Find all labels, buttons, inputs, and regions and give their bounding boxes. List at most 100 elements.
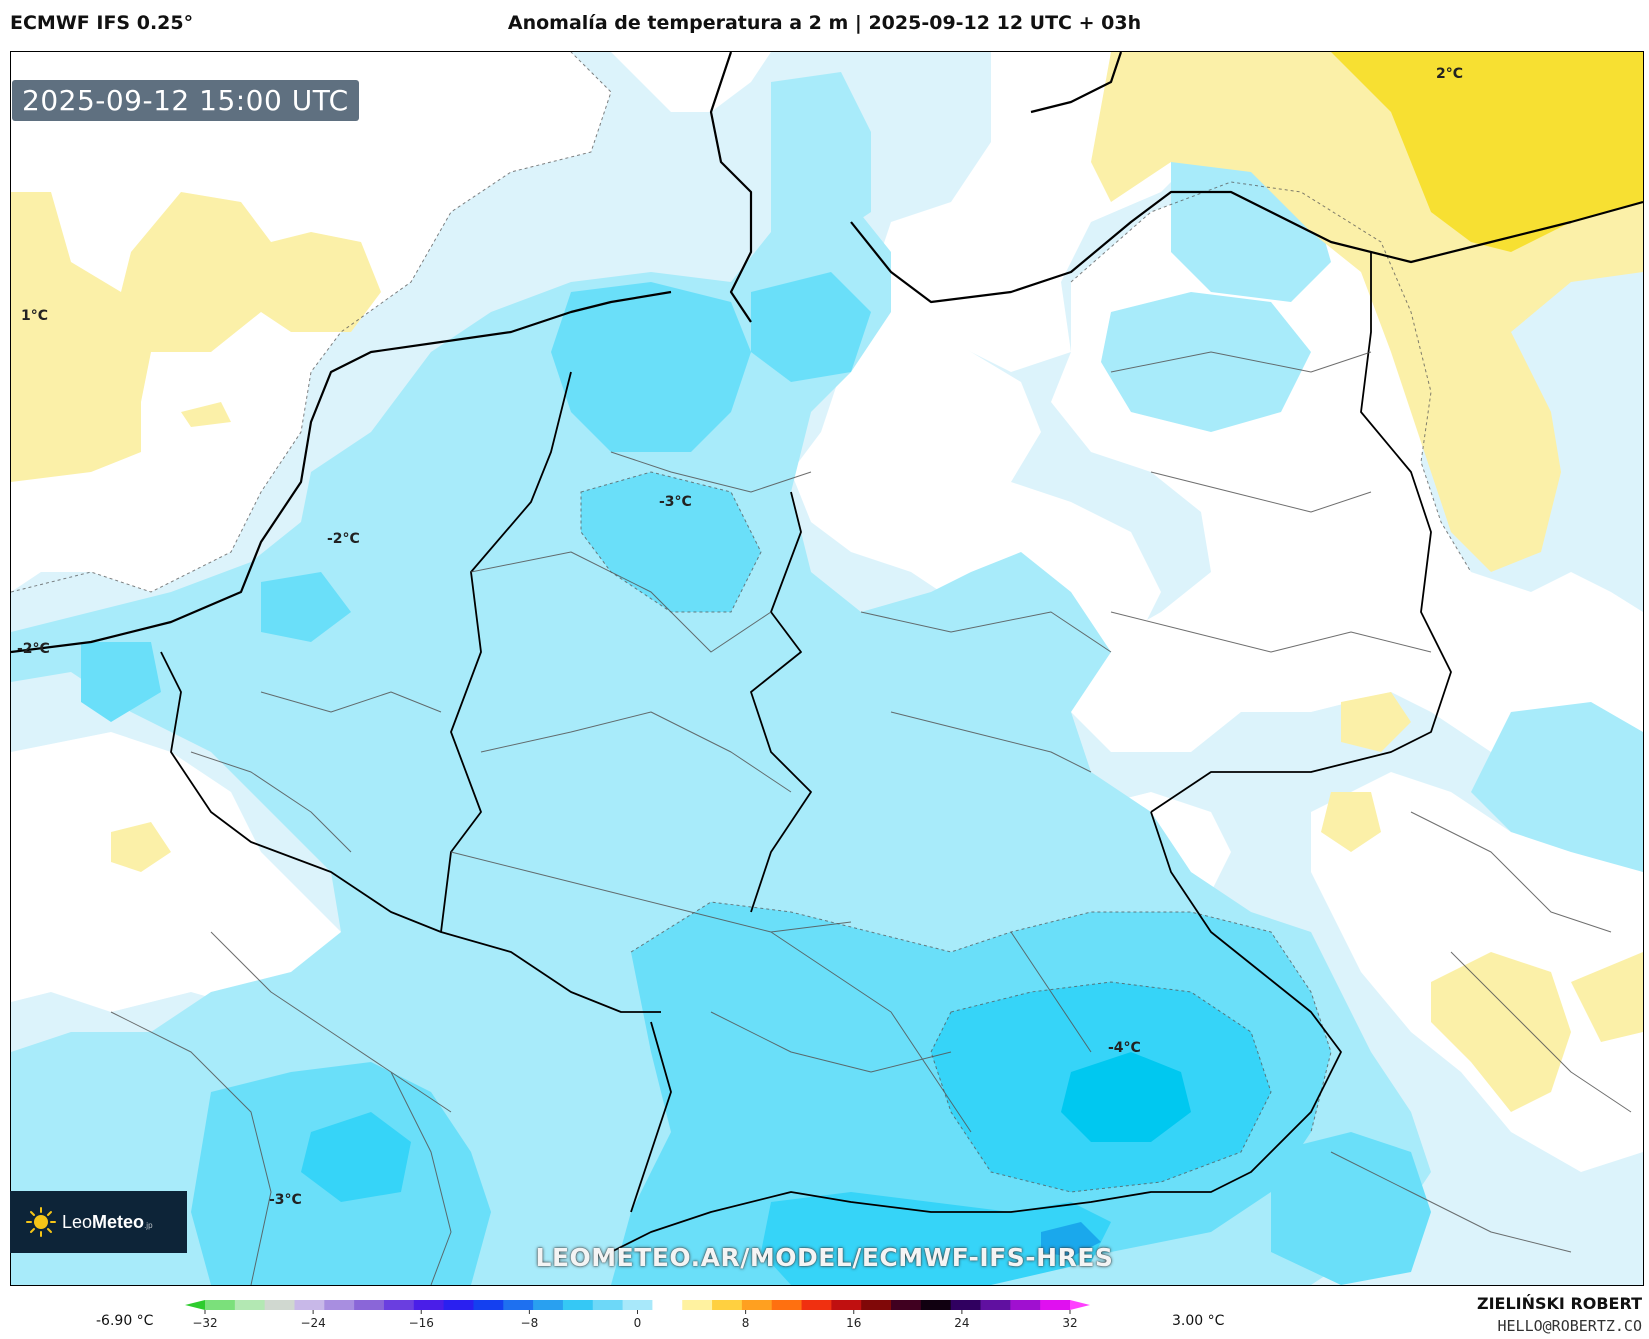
author-email[interactable]: HELLO@ROBERTZ.CO xyxy=(1497,1317,1643,1335)
border-germany-east xyxy=(750,491,812,913)
plus1-area-czech-east xyxy=(1321,792,1381,852)
legend-color-cell xyxy=(533,1300,564,1310)
legend-color-cell xyxy=(1040,1300,1071,1310)
legend-color-cell xyxy=(264,1300,295,1310)
minus2-area-pomerania xyxy=(1101,292,1311,432)
legend-arrow-min xyxy=(185,1300,205,1310)
contour-label: -2°C xyxy=(17,641,50,657)
border-poland-west xyxy=(1150,252,1452,813)
coastline-north-sea xyxy=(11,290,672,654)
legend-color-cell xyxy=(205,1300,236,1310)
contour-label: -3°C xyxy=(269,1192,302,1208)
minus3-area-belgium xyxy=(81,642,161,722)
legend-tick-label: −16 xyxy=(409,1316,434,1330)
legend-color-cell xyxy=(652,1300,683,1310)
legend-tick-label: 32 xyxy=(1062,1316,1077,1330)
minus3-area-hesse xyxy=(581,472,761,612)
map-area[interactable]: 2°C 1°C -3°C -2°C -2°C -4°C -3°C xyxy=(10,51,1644,1286)
minus3-area-southeast-patch xyxy=(1271,1132,1431,1285)
leometeo-logo[interactable]: LeoMeteo.jp xyxy=(10,1191,187,1253)
legend-color-cell xyxy=(443,1300,474,1310)
minus4-area-alps xyxy=(761,1192,1111,1285)
legend-color-cell xyxy=(861,1300,892,1310)
contour-label: -3°C xyxy=(659,494,692,510)
zero-area-southwest xyxy=(11,732,351,1012)
zero-area-north-central xyxy=(611,52,771,112)
legend-color-cell xyxy=(234,1300,266,1310)
color-legend: −32 −24 −16 −8 0 8 16 24 32 xyxy=(185,1300,1090,1330)
contour-labels: 2°C 1°C -3°C -2°C -2°C -4°C -3°C xyxy=(17,66,1463,1208)
coastline-denmark xyxy=(709,52,753,323)
legend-color-cell xyxy=(622,1300,653,1310)
plus2-area-northeast xyxy=(1331,52,1643,252)
legend-max-label: 3.00 °C xyxy=(1172,1313,1225,1329)
legend-color-cell xyxy=(562,1300,594,1310)
sun-icon xyxy=(26,1207,56,1237)
contour-lines xyxy=(11,52,1472,1193)
legend-color-cell xyxy=(682,1300,713,1310)
legend-color-cell xyxy=(294,1300,325,1310)
legend-tick-label: −8 xyxy=(521,1316,539,1330)
legend-color-cell xyxy=(831,1300,862,1310)
valid-time-badge: 2025-09-12 15:00 UTC xyxy=(12,80,359,121)
plus1-area-sea xyxy=(181,402,231,427)
contour-label: 2°C xyxy=(1436,66,1463,82)
legend-tick-label: 24 xyxy=(954,1316,969,1330)
minus2-area-eastern-edge xyxy=(1471,702,1643,872)
legend-color-cell xyxy=(324,1300,355,1310)
country-borders xyxy=(160,252,1452,1253)
legend-color-cell xyxy=(801,1300,832,1310)
legend-tick-label: 8 xyxy=(742,1316,750,1330)
legend-min-label: -6.90 °C xyxy=(96,1313,154,1329)
contour-label: 1°C xyxy=(21,308,48,324)
legend-arrow-max xyxy=(1070,1300,1090,1310)
legend-color-cell xyxy=(592,1300,624,1310)
model-name: ECMWF IFS 0.25° xyxy=(10,12,194,34)
minus3-area-rhine xyxy=(261,572,351,642)
anomaly-map: 2°C 1°C -3°C -2°C -2°C -4°C -3°C xyxy=(11,52,1643,1285)
plus1-area-far-east xyxy=(1571,952,1643,1042)
coastline-sweden xyxy=(1030,52,1123,114)
coastlines xyxy=(11,52,1643,654)
plus1-area-poland-east xyxy=(1341,692,1411,752)
contour-label: -2°C xyxy=(327,531,360,547)
border-germany-west xyxy=(440,371,661,1013)
logo-text: LeoMeteo.jp xyxy=(62,1211,153,1232)
border-czech-south xyxy=(610,811,1342,1253)
minus3-area-baltic-sweden xyxy=(751,272,871,382)
contour-label: -4°C xyxy=(1108,1040,1141,1056)
legend-color-cell xyxy=(980,1300,1011,1310)
legend-color-cell xyxy=(354,1300,385,1310)
legend-color-cell xyxy=(712,1300,743,1310)
legend-color-cell xyxy=(503,1300,534,1310)
minus5-area-alpine-spot xyxy=(1041,1222,1101,1257)
plus1-area-west xyxy=(11,192,381,482)
plus1-area-belgium xyxy=(111,822,171,872)
map-title: Anomalía de temperatura a 2 m | 2025-09-… xyxy=(507,12,1142,34)
border-alps xyxy=(630,1021,672,1213)
coastline-baltic xyxy=(850,190,1643,304)
legend-color-cell xyxy=(741,1300,773,1310)
legend-color-cell xyxy=(920,1300,952,1310)
legend-color-cell xyxy=(771,1300,803,1310)
watermark-url: LEOMETEO.AR/MODEL/ECMWF-IFS-HRES xyxy=(535,1243,1114,1272)
minus2-area-sweden xyxy=(771,72,871,252)
legend-color-cell xyxy=(413,1300,445,1310)
plus1-area-southeast xyxy=(1431,952,1571,1112)
minus4-area-core xyxy=(1061,1052,1191,1142)
zero-area-east xyxy=(791,292,1161,672)
legend-color-cell xyxy=(891,1300,922,1310)
legend-tick-label: 0 xyxy=(634,1316,642,1330)
author-name: ZIELIŃSKI ROBERT xyxy=(1476,1294,1642,1313)
minus3-area-germany-north xyxy=(551,282,751,452)
legend-tick-label: −32 xyxy=(192,1316,217,1330)
legend-color-cell xyxy=(473,1300,504,1310)
legend-tick-label: −24 xyxy=(300,1316,325,1330)
border-belgium xyxy=(160,651,442,933)
legend-color-cell xyxy=(383,1300,415,1310)
legend-color-cell xyxy=(950,1300,982,1310)
minus4-area-southwest xyxy=(301,1112,411,1202)
legend-tick-label: 16 xyxy=(846,1316,861,1330)
legend-color-cell xyxy=(1010,1300,1041,1310)
region-borders xyxy=(110,351,1632,1285)
